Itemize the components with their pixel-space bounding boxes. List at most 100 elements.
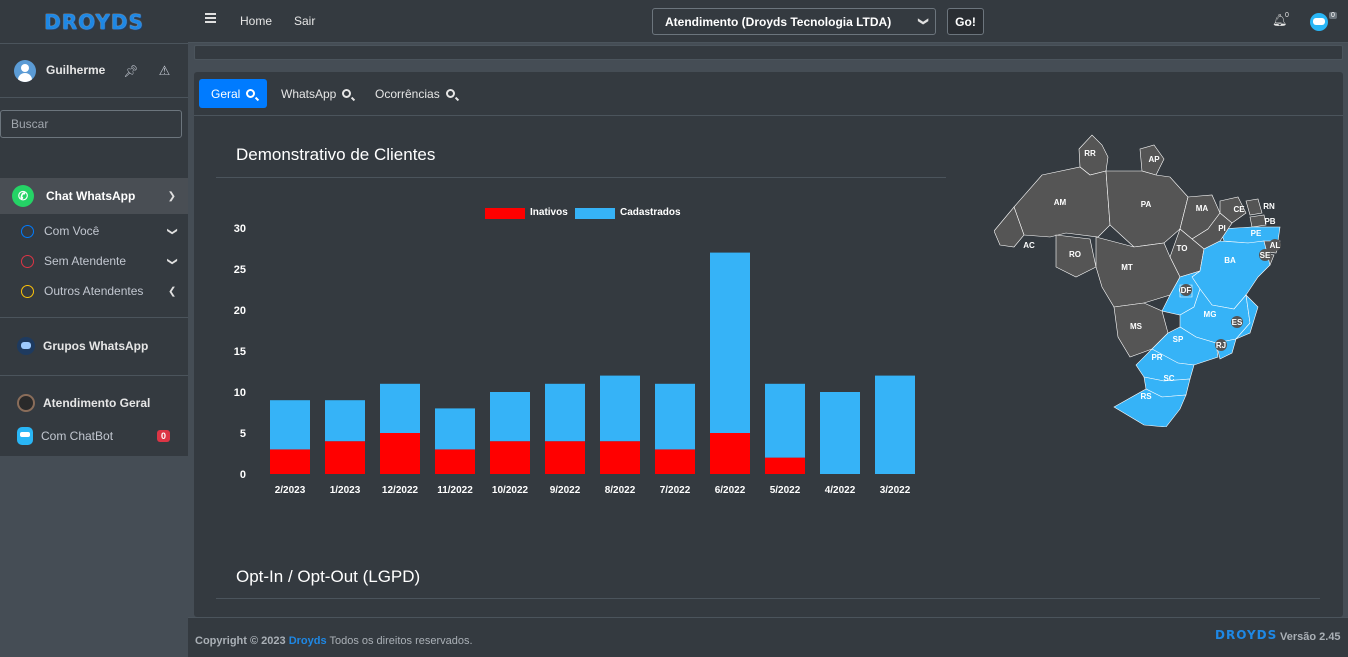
- bar-cadastrados-11-2022[interactable]: [435, 408, 475, 450]
- x-tick-label: 8/2022: [605, 485, 636, 496]
- sidebar-item-sem-atendente[interactable]: Sem Atendente ❯: [0, 246, 188, 276]
- sair-link[interactable]: Sair: [294, 14, 316, 28]
- version: Versão 2.45: [1280, 631, 1341, 643]
- bar-cadastrados-6-2022[interactable]: [710, 252, 750, 433]
- whatsapp-icon: ✆: [12, 185, 34, 207]
- map-state-marker: [1259, 249, 1271, 261]
- sidebar-item-label: Atendimento Geral: [43, 396, 151, 410]
- circle-icon: [21, 284, 34, 298]
- warning-icon[interactable]: ⚠︎: [158, 62, 171, 78]
- bar-inativos-8-2022[interactable]: [600, 441, 640, 474]
- map-state-mt[interactable]: [1095, 236, 1181, 308]
- bar-inativos-5-2022[interactable]: [765, 457, 805, 474]
- sidebar-item-grupos-whatsapp[interactable]: Grupos WhatsApp: [0, 331, 188, 361]
- y-tick-label: 30: [234, 223, 246, 235]
- chevron-left-icon: ❯: [167, 285, 176, 297]
- bar-cadastrados-4-2022[interactable]: [820, 392, 860, 474]
- legend-swatch-inativos: [485, 208, 525, 219]
- sidebar-search-input[interactable]: [0, 110, 182, 138]
- map-state-label: MS: [1130, 322, 1143, 331]
- map-state-label: TO: [1177, 244, 1188, 253]
- bar-cadastrados-12-2022[interactable]: [380, 383, 420, 433]
- footer-logo: DROYDS: [1215, 628, 1278, 642]
- map-state-ac[interactable]: [994, 206, 1025, 248]
- tab-whatsapp[interactable]: WhatsApp: [269, 79, 363, 108]
- bar-inativos-1-2023[interactable]: [325, 441, 365, 474]
- map-state-rs[interactable]: [1113, 388, 1187, 427]
- map-state-label: RN: [1263, 202, 1275, 211]
- x-tick-label: 10/2022: [492, 485, 529, 496]
- sidebar-item-label: Sem Atendente: [44, 254, 127, 268]
- tab-geral[interactable]: Geral: [199, 79, 268, 108]
- tab-label: Geral: [211, 86, 241, 101]
- company-select[interactable]: Atendimento (Droyds Tecnologia LTDA) ❯: [652, 8, 936, 35]
- map-state-rn[interactable]: [1245, 198, 1263, 216]
- map-state-ro[interactable]: [1055, 234, 1097, 278]
- y-tick-label: 15: [234, 346, 246, 358]
- x-tick-label: 11/2022: [437, 485, 473, 496]
- brand[interactable]: DROYDS: [0, 0, 188, 44]
- footer: Copyright © 2023 Droyds Todos os direito…: [188, 617, 1348, 657]
- tab-ocorrencias[interactable]: Ocorrências: [363, 79, 467, 108]
- map-state-pa[interactable]: [1105, 170, 1189, 248]
- bar-cadastrados-2-2023[interactable]: [270, 400, 310, 450]
- bar-cadastrados-9-2022[interactable]: [545, 383, 585, 442]
- user-name[interactable]: Guilherme: [46, 62, 106, 77]
- bar-inativos-11-2022[interactable]: [435, 449, 475, 474]
- map-state-label: ES: [1232, 318, 1243, 327]
- sidebar: DROYDS Guilherme 📌︎ ⚠︎ ✆ Chat WhatsApp ❯…: [0, 0, 188, 657]
- bar-cadastrados-8-2022[interactable]: [600, 375, 640, 442]
- bar-cadastrados-3-2022[interactable]: [875, 375, 915, 474]
- sidebar-item-com-voce[interactable]: Com Você ❯: [0, 216, 188, 246]
- chevron-down-icon: ❯: [167, 190, 176, 202]
- copyright: Copyright © 2023 Droyds Todos os direito…: [195, 635, 473, 647]
- y-tick-label: 20: [234, 305, 246, 317]
- bar-inativos-6-2022[interactable]: [710, 433, 750, 474]
- user-avatar[interactable]: [14, 59, 36, 82]
- sidebar-item-com-chatbot[interactable]: Com ChatBot 0: [0, 421, 188, 451]
- bar-inativos-2-2023[interactable]: [270, 449, 310, 474]
- map-state-pb[interactable]: [1249, 214, 1267, 228]
- sidebar-item-label: Chat WhatsApp: [46, 189, 136, 203]
- sidebar-item-label: Com Você: [44, 224, 100, 238]
- bar-inativos-10-2022[interactable]: [490, 441, 530, 474]
- user-panel: Guilherme 📌︎ ⚠︎: [0, 44, 188, 98]
- bar-cadastrados-5-2022[interactable]: [765, 383, 805, 458]
- brand-logo[interactable]: DROYDS: [44, 9, 144, 34]
- bar-inativos-12-2022[interactable]: [380, 433, 420, 474]
- group-bot-icon: [17, 337, 35, 355]
- menu-icon[interactable]: [205, 13, 216, 23]
- circle-icon: [21, 254, 34, 268]
- x-tick-label: 7/2022: [660, 485, 691, 496]
- map-state-es[interactable]: [1235, 294, 1259, 340]
- map-state-marker: [1269, 239, 1281, 251]
- copyright-prefix: Copyright © 2023: [195, 635, 286, 647]
- map-state-label: RO: [1069, 250, 1081, 259]
- x-tick-label: 4/2022: [825, 485, 856, 496]
- bar-cadastrados-7-2022[interactable]: [655, 383, 695, 450]
- bell-icon[interactable]: 🔔︎: [1272, 13, 1288, 27]
- user-avatar-icon[interactable]: [1310, 13, 1328, 31]
- bar-cadastrados-10-2022[interactable]: [490, 392, 530, 442]
- map-state-ap[interactable]: [1139, 144, 1165, 176]
- map-state-label: AC: [1023, 241, 1035, 250]
- x-tick-label: 12/2022: [382, 485, 419, 496]
- legend-swatch-cadastrados: [575, 208, 615, 219]
- sidebar-item-atendimento-geral[interactable]: Atendimento Geral: [0, 388, 188, 418]
- sidebar-item-chat-whatsapp[interactable]: ✆ Chat WhatsApp ❯: [0, 178, 188, 214]
- go-button[interactable]: Go!: [947, 8, 984, 35]
- section-divider: [216, 177, 946, 178]
- bar-cadastrados-1-2023[interactable]: [325, 400, 365, 442]
- map-state-label: AL: [1270, 241, 1281, 250]
- bar-inativos-9-2022[interactable]: [545, 441, 585, 474]
- map-state-marker: [1215, 339, 1227, 351]
- map-state-ce[interactable]: [1219, 196, 1247, 224]
- sidebar-item-outros-atendentes[interactable]: Outros Atendentes ❯: [0, 276, 188, 306]
- bar-inativos-7-2022[interactable]: [655, 449, 695, 474]
- legend-label-inativos: Inativos: [530, 207, 568, 218]
- home-link[interactable]: Home: [240, 14, 273, 28]
- map-state-label: DF: [1181, 286, 1192, 295]
- pin-icon[interactable]: 📌︎: [123, 63, 139, 78]
- map-state-label: PI: [1218, 224, 1226, 233]
- brand-link[interactable]: Droyds: [288, 635, 327, 647]
